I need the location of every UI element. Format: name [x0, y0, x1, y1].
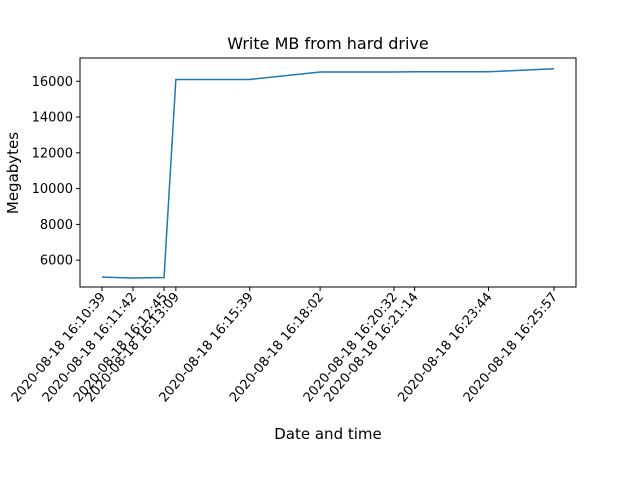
y-axis-title: Megabytes — [4, 132, 22, 214]
chart-title: Write MB from hard drive — [227, 34, 429, 53]
y-tick-label: 16000 — [32, 75, 73, 90]
series-line — [101, 67, 555, 279]
y-tick-label: 10000 — [32, 182, 73, 197]
plot-area — [79, 57, 577, 288]
y-tick-label: 12000 — [32, 146, 73, 161]
y-tick-label: 6000 — [40, 254, 73, 269]
y-tick-label: 14000 — [32, 111, 73, 126]
y-axis: 6000 8000 10000 12000 14000 16000 — [32, 75, 80, 269]
y-tick-label: 8000 — [40, 218, 73, 233]
x-axis-title: Date and time — [274, 425, 382, 443]
